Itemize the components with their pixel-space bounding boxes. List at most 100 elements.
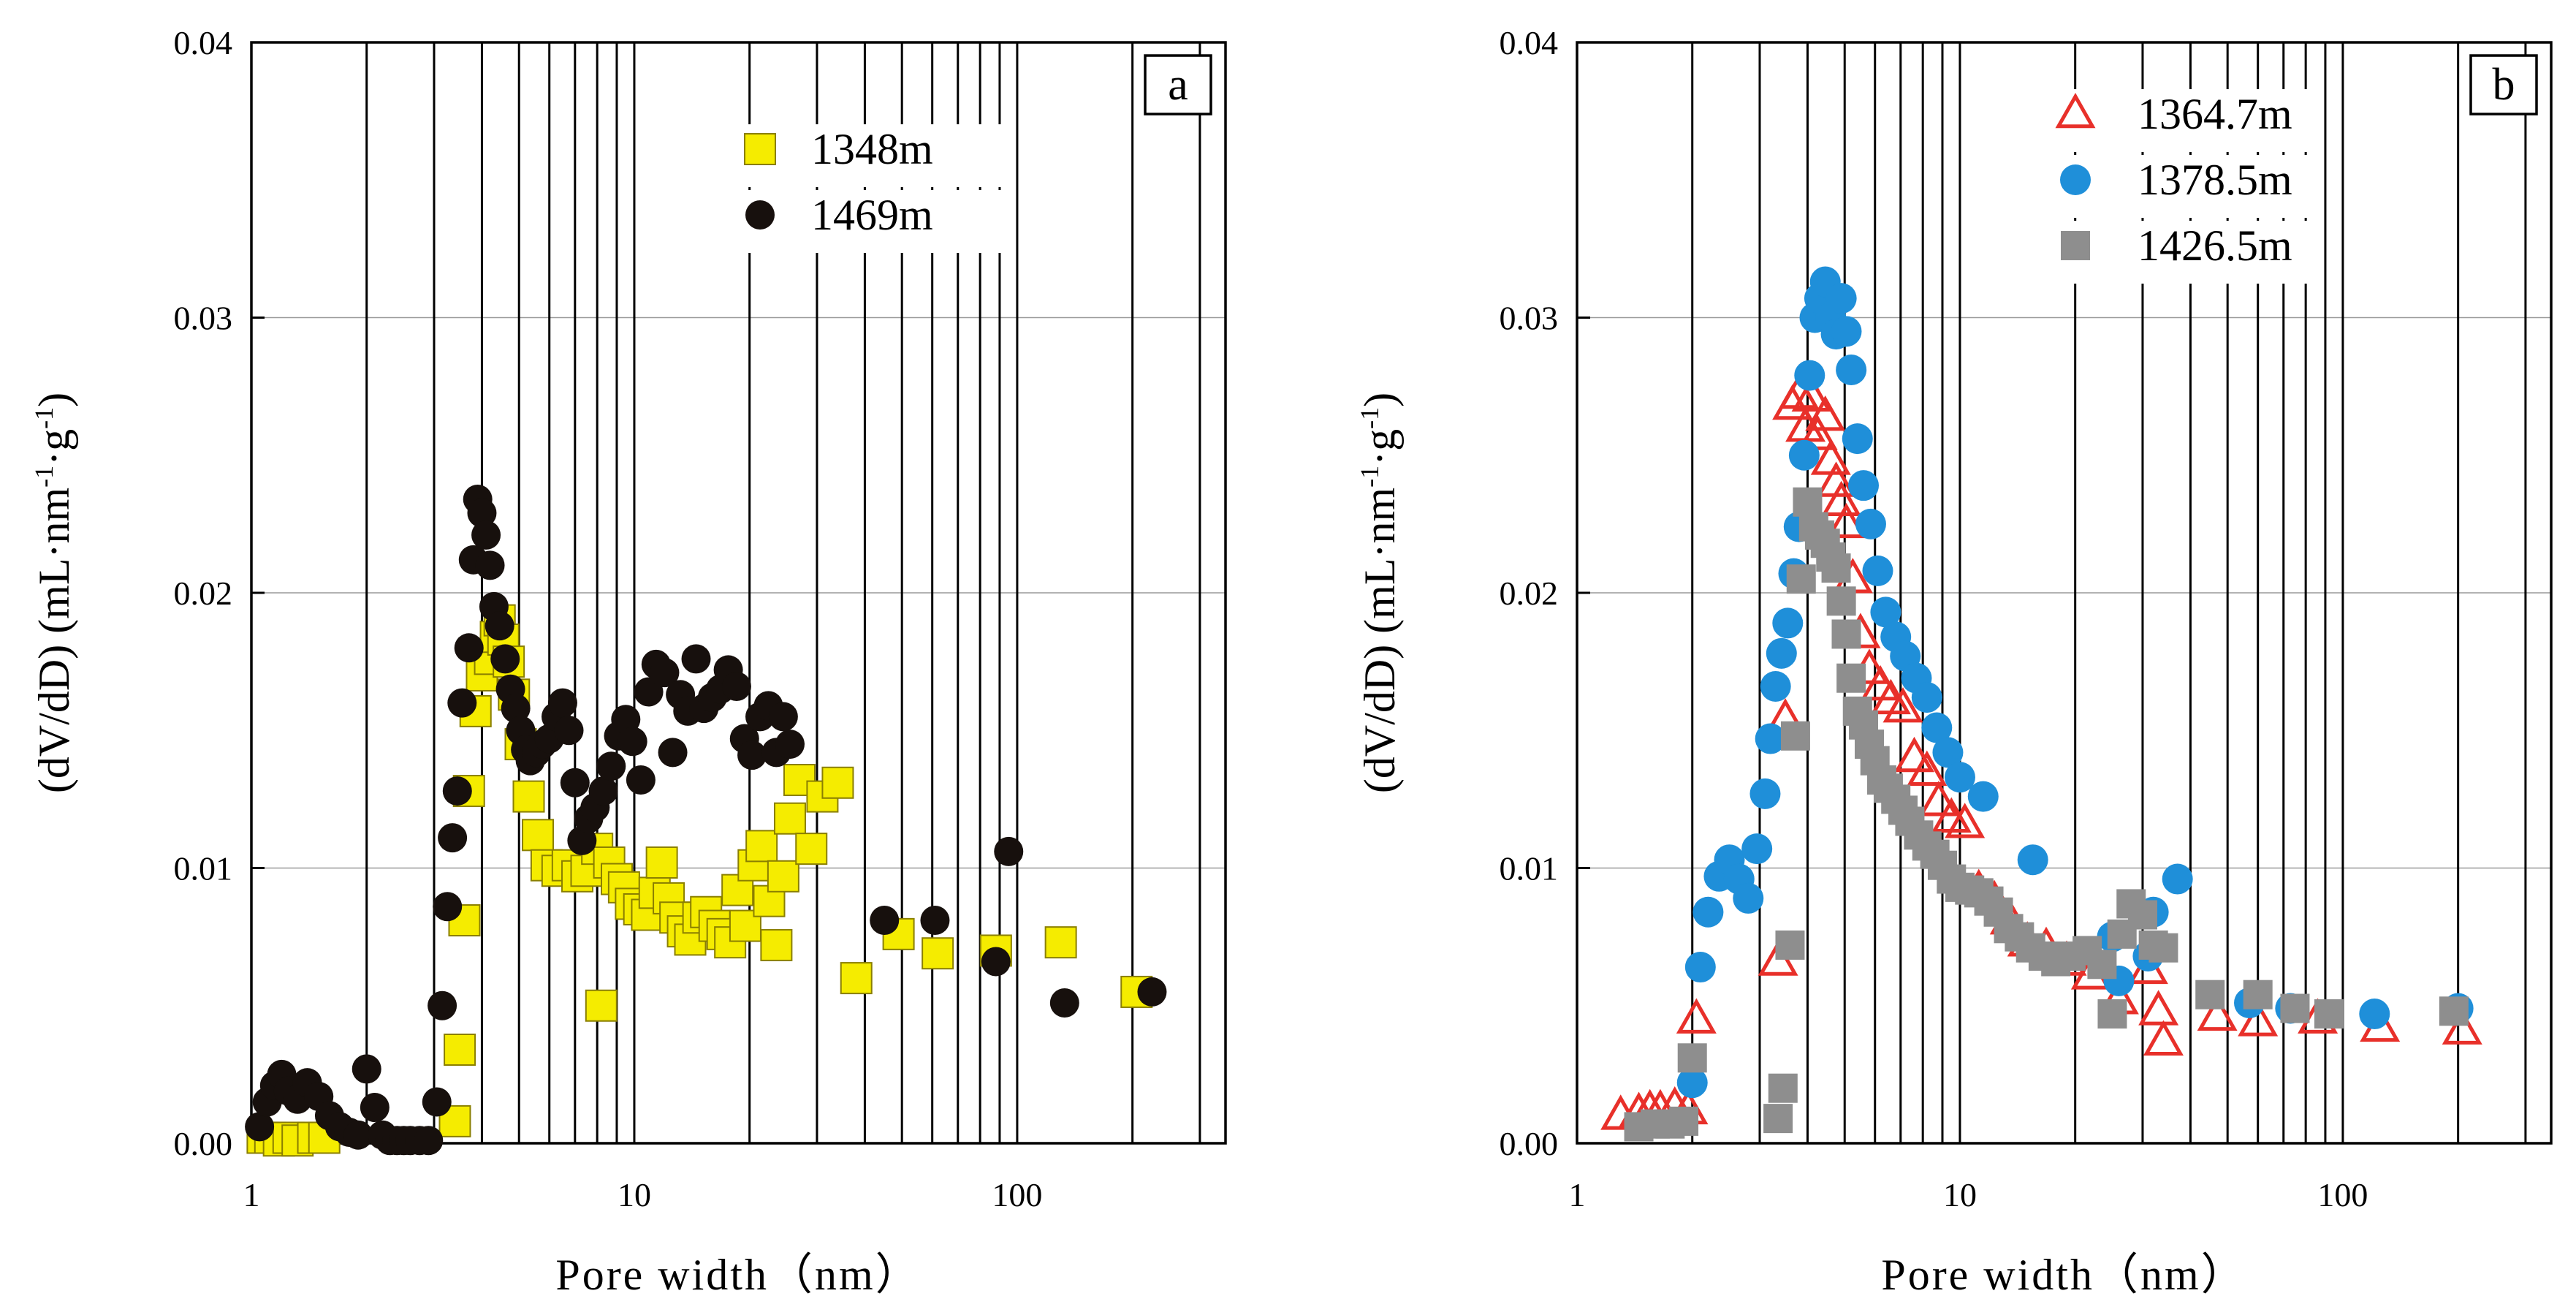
- legend-bg: [731, 190, 1008, 253]
- data-point: [438, 823, 468, 853]
- data-point: [2195, 980, 2225, 1009]
- data-point: [1044, 926, 1077, 959]
- data-point: [1862, 555, 1893, 586]
- data-point: [567, 825, 597, 855]
- y-axis-unit-exp: -1: [1355, 466, 1384, 488]
- data-point: [1826, 586, 1856, 616]
- data-point: [2243, 980, 2273, 1009]
- y-axis-title-main: (dV/dD): [1356, 634, 1404, 793]
- data-point: [1836, 355, 1867, 386]
- data-point: [870, 906, 900, 936]
- data-point: [2162, 863, 2193, 895]
- y-tick-label: 0.03: [1500, 300, 1559, 337]
- y-axis-unit-exp: -1: [29, 407, 58, 429]
- data-point: [490, 644, 520, 674]
- data-point: [1842, 423, 1873, 455]
- data-point: [2017, 844, 2048, 876]
- y-axis-title-main: (dV/dD): [30, 634, 78, 793]
- data-point: [1741, 833, 1773, 865]
- data-point: [681, 644, 711, 674]
- data-point: [2314, 999, 2344, 1029]
- data-point: [1677, 1043, 1707, 1073]
- data-point: [1768, 1073, 1798, 1103]
- y-tick-label: 0.03: [174, 300, 233, 337]
- data-point: [618, 727, 647, 757]
- y-axis-unit-exp: -1: [1355, 407, 1384, 429]
- data-point: [1831, 316, 1862, 347]
- data-point: [1772, 607, 1804, 639]
- data-point: [1825, 283, 1857, 314]
- data-point: [650, 658, 680, 688]
- data-point: [760, 928, 793, 961]
- data-point: [475, 550, 505, 580]
- data-point: [922, 937, 954, 970]
- x-tick-label: 10: [618, 1176, 651, 1213]
- data-point: [1836, 663, 1866, 693]
- y-tick-label: 0.04: [1500, 24, 1559, 61]
- legend-label: 1348m: [811, 125, 933, 173]
- data-point: [1749, 778, 1781, 809]
- data-point: [522, 819, 555, 852]
- y-axis-unit: ): [30, 393, 78, 407]
- data-point: [626, 765, 656, 795]
- data-point: [1676, 1067, 1708, 1099]
- data-point: [2197, 995, 2238, 1031]
- y-axis-unit: ): [1356, 393, 1404, 407]
- legend-label: 1378.5m: [2138, 156, 2292, 204]
- data-point: [245, 1112, 275, 1142]
- data-point: [2359, 999, 2390, 1030]
- data-point: [1944, 762, 1975, 793]
- y-tick-label: 0.02: [1500, 575, 1559, 612]
- panel-b: 0.00 0.01 0.02 0.03 0.04 1 10 100 Pore width（nm）…: [1355, 24, 2553, 1299]
- data-point: [994, 836, 1024, 866]
- data-point: [795, 833, 828, 865]
- data-point: [596, 751, 626, 781]
- data-point: [554, 716, 584, 746]
- series-1426.5m: [1624, 487, 2469, 1142]
- data-point: [447, 688, 477, 718]
- x-axis-title: Pore width（nm）: [1881, 1251, 2246, 1299]
- data-point: [981, 947, 1011, 977]
- y-tick-label: 0.00: [1500, 1125, 1559, 1162]
- data-point: [501, 694, 531, 724]
- data-point: [1780, 721, 1810, 751]
- x-tick-label: 100: [2317, 1176, 2368, 1213]
- panel-tag-box: [2469, 54, 2538, 115]
- data-point: [2087, 950, 2117, 980]
- data-point: [454, 633, 484, 663]
- legend-marker: [2055, 92, 2096, 129]
- y-axis-title: (dV/dD) (mL·nm-1·g-1): [1355, 393, 1404, 793]
- data-point: [1870, 596, 1901, 628]
- data-point: [1848, 470, 1880, 501]
- y-axis-unit: (mL·nm: [30, 488, 78, 634]
- data-point: [721, 672, 751, 702]
- data-point: [1805, 395, 1846, 431]
- panel-tag: b: [2493, 60, 2515, 110]
- legend-label: 1364.7m: [2138, 90, 2292, 138]
- data-point: [1779, 373, 1820, 409]
- series-1469m: [245, 484, 1167, 1156]
- data-point: [512, 780, 545, 813]
- data-point: [1760, 671, 1791, 702]
- data-point: [588, 776, 618, 806]
- data-point: [471, 520, 501, 550]
- data-point: [422, 1087, 452, 1117]
- y-tick-label: 0.04: [174, 24, 233, 61]
- data-point: [821, 766, 854, 799]
- data-point: [442, 776, 472, 806]
- data-point: [773, 802, 806, 835]
- data-point: [2127, 900, 2157, 930]
- data-point: [768, 702, 798, 732]
- data-point: [645, 846, 678, 879]
- data-point: [1669, 1106, 1699, 1136]
- x-tick-label: 1: [243, 1176, 260, 1213]
- data-point: [1932, 737, 1964, 768]
- data-point: [428, 990, 457, 1020]
- data-point: [1137, 977, 1167, 1007]
- data-point: [585, 989, 618, 1022]
- series-1378.5m: [1676, 266, 2474, 1099]
- legend-bg: [731, 124, 1008, 187]
- data-point: [2439, 996, 2469, 1026]
- data-point: [2238, 1001, 2279, 1037]
- data-point: [433, 892, 463, 922]
